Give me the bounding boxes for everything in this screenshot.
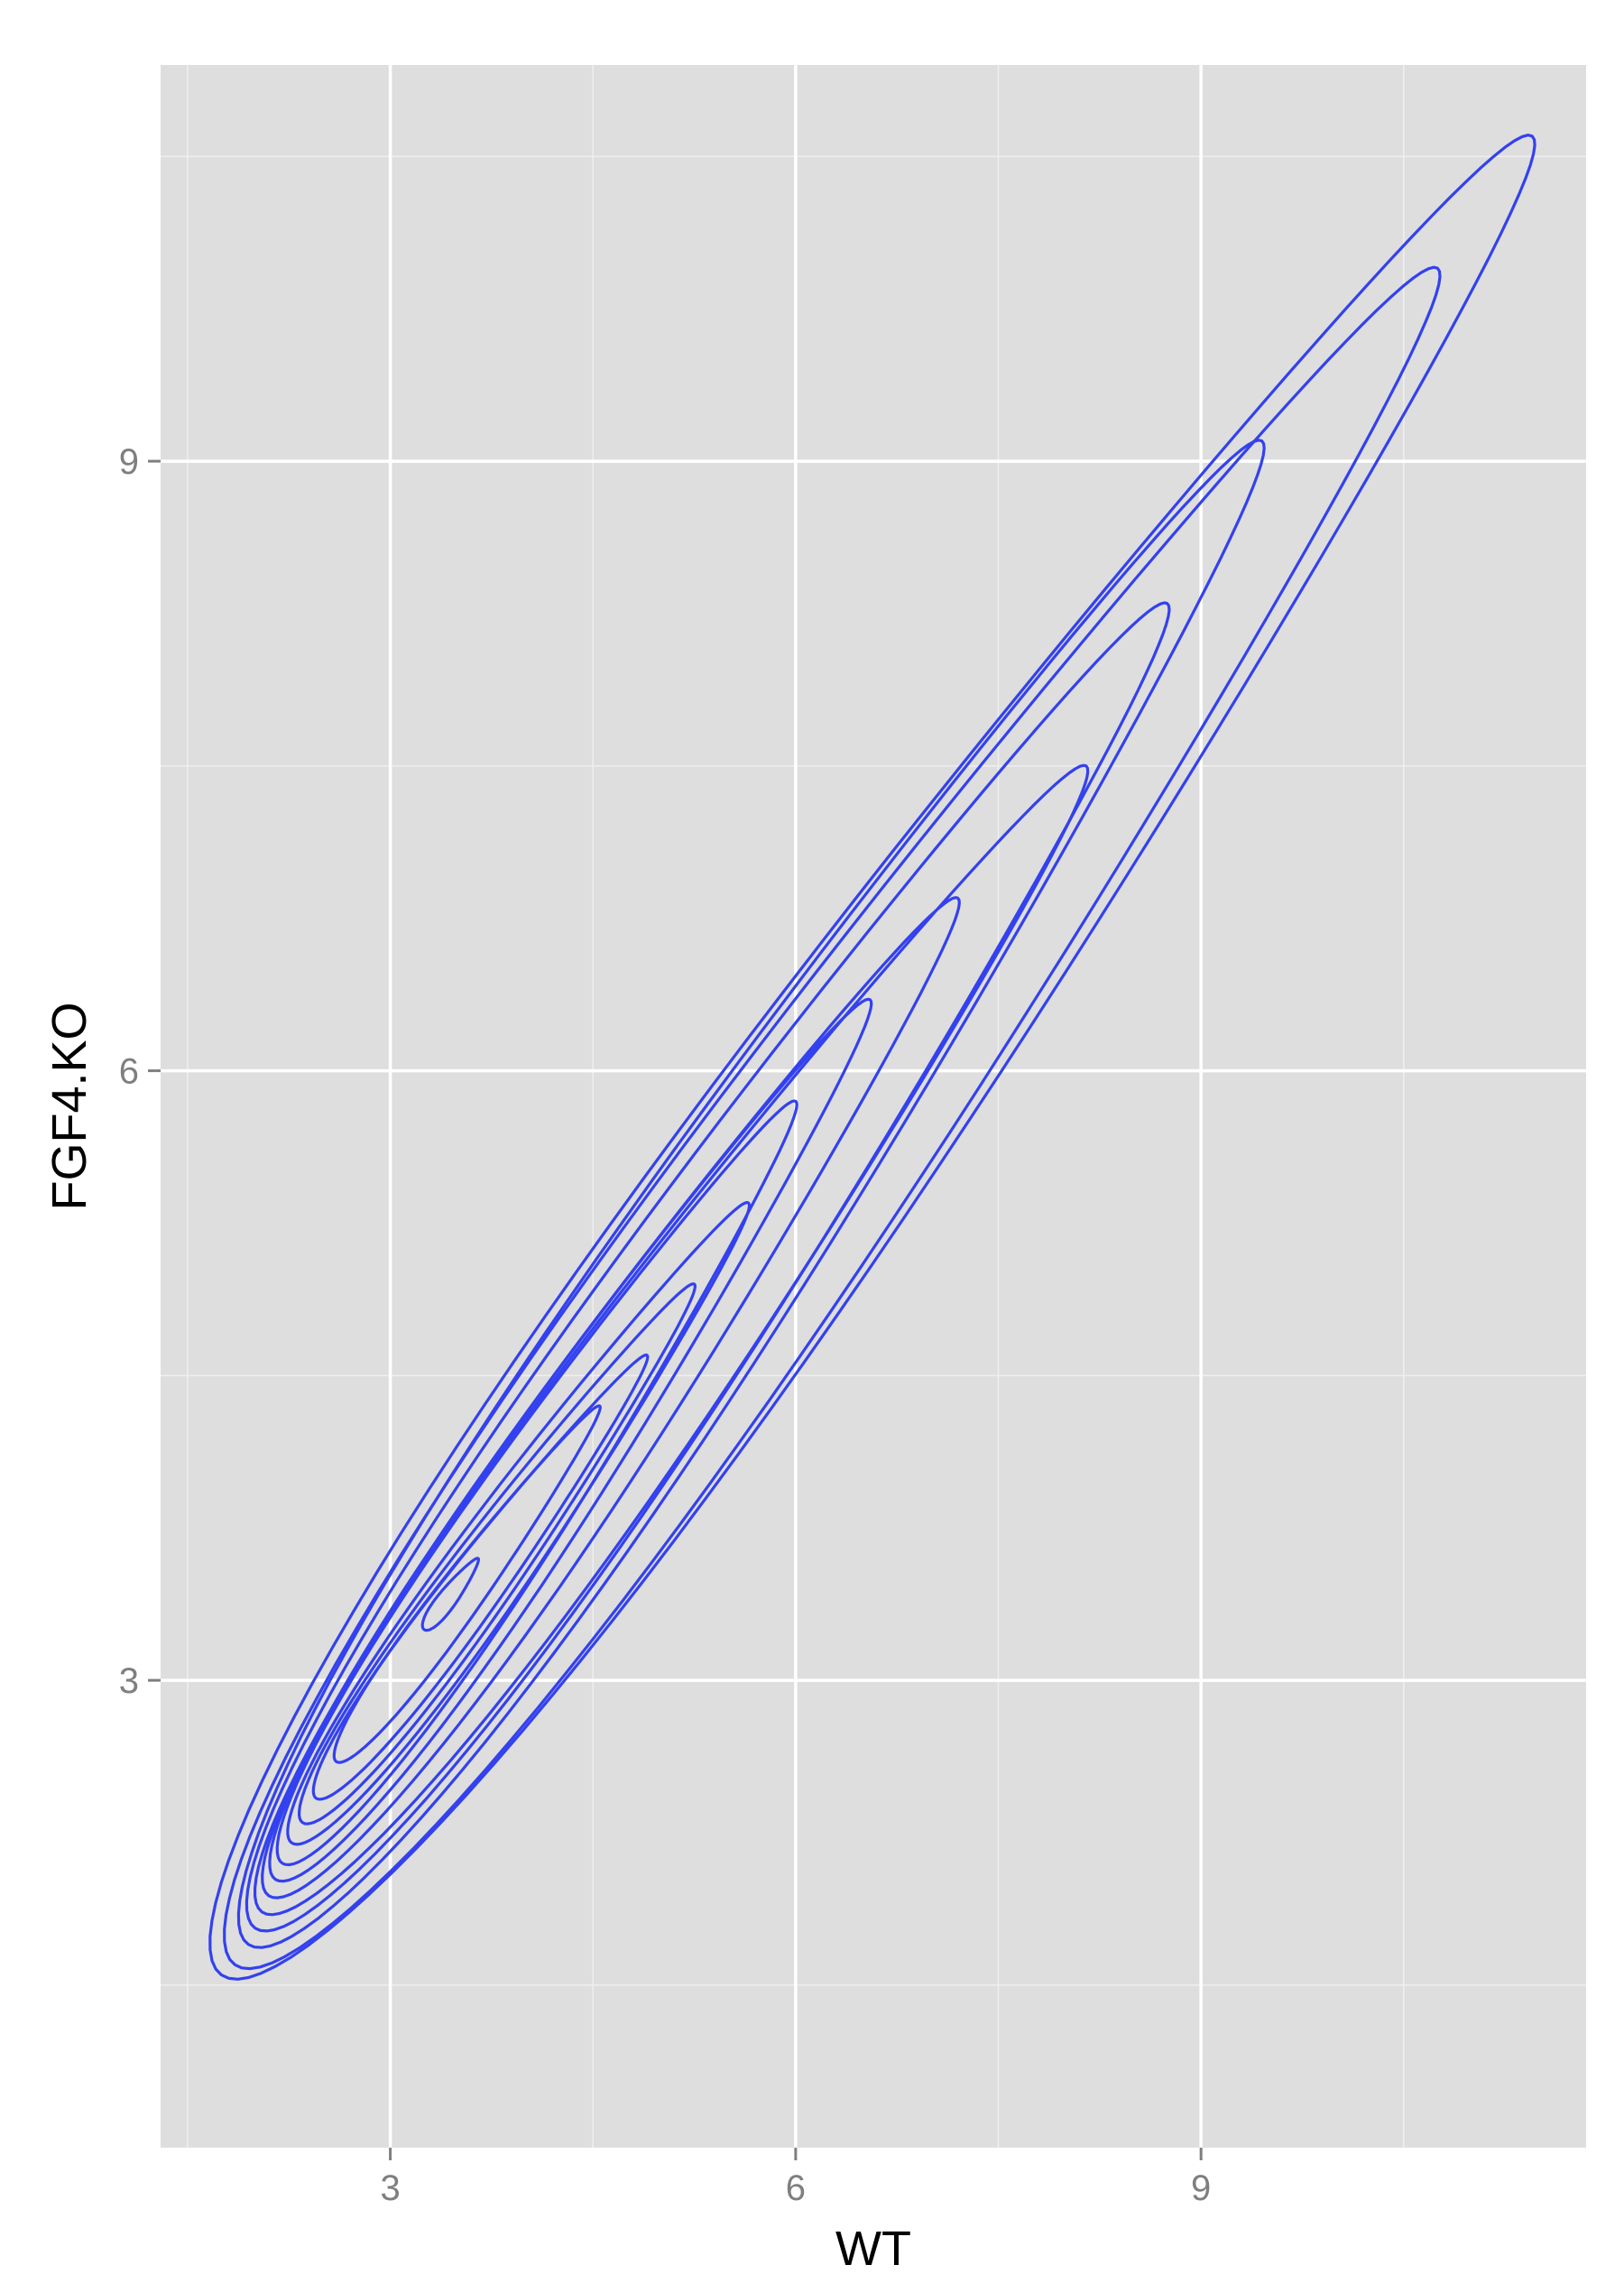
contour-level-3 [236,439,1266,1949]
contour-level-2 [223,265,1442,1971]
contour-level-9 [286,1201,752,1846]
contour-lines [208,134,1536,1981]
x-axis: 3 6 9 [380,2148,1211,2208]
contour-level-13 [420,1557,480,1632]
x-tick-label: 9 [1191,2168,1211,2208]
x-tick-label: 6 [786,2168,806,2208]
contour-level-7 [268,997,873,1883]
y-tick-label: 6 [119,1052,139,1092]
y-axis: 3 6 9 [119,442,161,1701]
contour-level-8 [275,1099,798,1867]
contour-level-12 [332,1404,602,1764]
plot-panel [161,65,1586,2148]
x-axis-title: WT [835,2222,911,2274]
contour-level-1 [208,134,1536,1981]
y-tick-label: 9 [119,442,139,482]
y-tick-label: 3 [119,1661,139,1701]
contour-level-10 [298,1282,697,1826]
contour-level-4 [245,601,1171,1933]
major-gridlines [161,65,1586,2148]
x-tick-label: 3 [380,2168,400,2208]
y-axis-title: FGF4.KO [42,1002,97,1210]
